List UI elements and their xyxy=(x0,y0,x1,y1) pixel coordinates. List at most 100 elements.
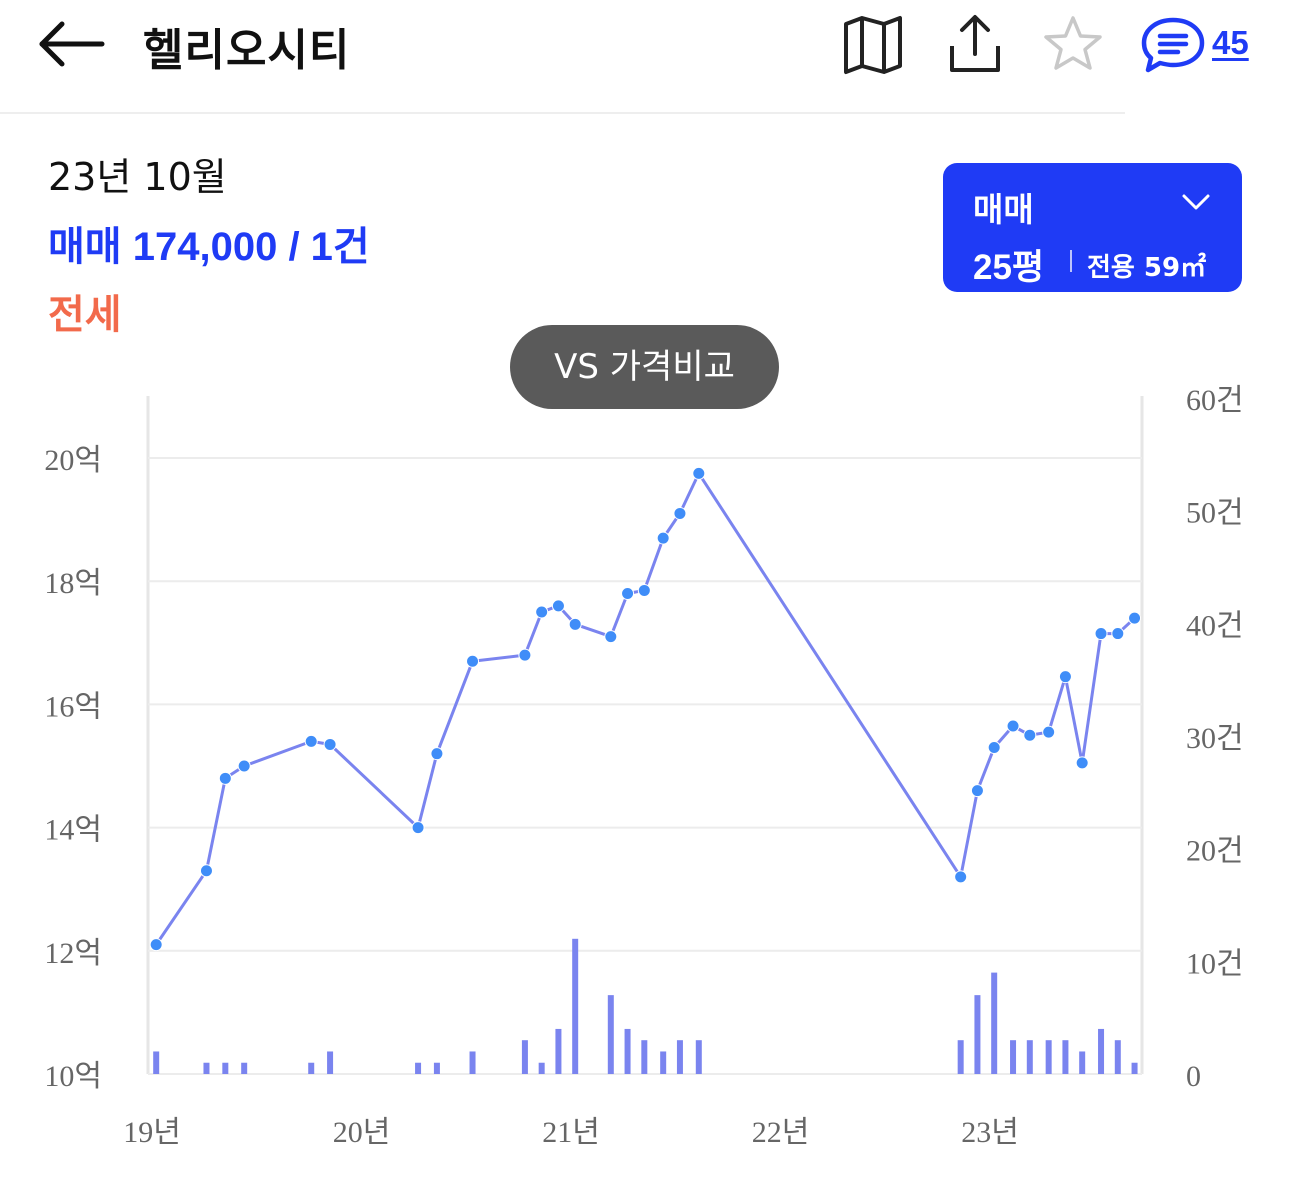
sale-label: 매매 xyxy=(48,225,122,269)
price-point xyxy=(954,870,968,884)
price-chart: 10억 12억 14억 16억 18억 20억 0 10건 20건 30건 40건 50건 60건 19년… xyxy=(44,384,1243,1149)
x-tick-label: 20년 xyxy=(333,1116,391,1149)
price-points xyxy=(149,466,1142,952)
volume-bar xyxy=(991,972,998,1074)
price-point xyxy=(199,864,213,878)
share-button[interactable] xyxy=(942,12,1008,78)
y-right-tick-label: 60건 xyxy=(1186,384,1244,417)
app-header: 헬리오시티 45 xyxy=(0,0,1290,114)
price-point xyxy=(237,759,251,773)
volume-bar xyxy=(308,1062,315,1074)
volume-bar xyxy=(538,1062,545,1074)
selected-month: 23년 10월 xyxy=(48,155,227,199)
price-point xyxy=(970,784,984,798)
volume-bar xyxy=(1026,1040,1033,1074)
favorite-button[interactable] xyxy=(1040,12,1106,78)
y-right-tick-label: 20건 xyxy=(1186,835,1244,868)
price-point xyxy=(430,747,444,761)
price-series-line xyxy=(154,471,1136,946)
price-point xyxy=(411,821,425,835)
sale-summary: 매매 174,000 / 1건 xyxy=(48,214,370,272)
volume-bar xyxy=(241,1062,248,1074)
volume-bar xyxy=(469,1051,476,1074)
price-point xyxy=(535,605,549,619)
y-right-tick-label: 30건 xyxy=(1186,722,1244,755)
price-point xyxy=(673,506,687,520)
back-button[interactable] xyxy=(36,18,108,70)
unit-type-dropdown[interactable]: 매매 25평 전용 59㎡ xyxy=(943,163,1242,292)
comments-button[interactable] xyxy=(1140,12,1206,78)
price-point xyxy=(604,630,618,644)
comment-count-link[interactable]: 45 xyxy=(1212,24,1249,61)
price-point xyxy=(323,737,337,751)
jeonse-label[interactable]: 전세 xyxy=(48,292,122,338)
volume-bar xyxy=(1131,1062,1138,1074)
y-left-tick-label: 14억 xyxy=(44,814,102,847)
map-button[interactable] xyxy=(840,12,906,78)
price-point xyxy=(1111,627,1125,641)
trade-type-label: 매매 xyxy=(973,190,1034,229)
price-point xyxy=(1042,725,1056,739)
y-left-tick-label: 16억 xyxy=(44,690,102,723)
volume-bar xyxy=(607,995,614,1074)
share-icon xyxy=(950,15,1000,72)
price-point xyxy=(692,466,706,480)
y-right-tick-label: 40건 xyxy=(1186,609,1244,642)
volume-bar xyxy=(957,1040,964,1074)
price-line xyxy=(154,471,1136,946)
price-point xyxy=(149,938,163,952)
y-left-tick-label: 20억 xyxy=(44,444,102,477)
x-tick-label: 23년 xyxy=(961,1116,1019,1149)
price-point xyxy=(1006,719,1020,733)
sale-value: 174,000 / 1건 xyxy=(132,225,370,269)
x-tick-label: 22년 xyxy=(752,1116,810,1149)
price-point xyxy=(1128,611,1142,625)
area-label: 전용 59㎡ xyxy=(1087,253,1207,283)
price-point xyxy=(218,771,232,785)
volume-bars xyxy=(153,938,1138,1074)
price-point xyxy=(987,741,1001,755)
price-point xyxy=(518,648,532,662)
price-point xyxy=(1058,670,1072,684)
grid-lines xyxy=(146,396,1144,1075)
price-point xyxy=(466,654,480,668)
volume-bar xyxy=(1114,1040,1121,1074)
volume-bar xyxy=(641,1040,648,1074)
volume-bar xyxy=(676,1040,683,1074)
price-point xyxy=(1094,627,1108,641)
volume-bar xyxy=(327,1051,334,1074)
price-compare-button[interactable]: VS 가격비교 xyxy=(510,325,779,409)
page-title: 헬리오시티 xyxy=(143,25,351,76)
x-tick-label: 19년 xyxy=(123,1116,181,1149)
axis-ticks: 10억 12억 14억 16억 18억 20억 0 10건 20건 30건 40건 50건 60건 19년… xyxy=(44,384,1243,1149)
volume-bar xyxy=(222,1062,229,1074)
y-right-tick-label: 50건 xyxy=(1186,497,1244,530)
volume-bar xyxy=(974,995,981,1074)
volume-bar xyxy=(624,1028,631,1074)
pyeong-label: 25평 xyxy=(973,248,1045,287)
volume-bar xyxy=(660,1051,667,1074)
price-point xyxy=(1075,756,1089,770)
volume-bar xyxy=(415,1062,422,1074)
volume-bar xyxy=(203,1062,210,1074)
volume-bar xyxy=(572,938,579,1074)
price-point xyxy=(551,599,565,613)
price-point xyxy=(656,531,670,545)
volume-bar xyxy=(1045,1040,1052,1074)
y-right-tick-label: 10건 xyxy=(1186,947,1244,980)
volume-bar xyxy=(555,1028,562,1074)
volume-bar xyxy=(1079,1051,1086,1074)
map-icon xyxy=(844,16,902,74)
y-left-tick-label: 10억 xyxy=(44,1060,102,1093)
dropdown-separator xyxy=(1070,250,1072,272)
volume-bar xyxy=(1010,1040,1017,1074)
volume-bar xyxy=(1098,1028,1105,1074)
volume-bar xyxy=(153,1051,160,1074)
volume-bar xyxy=(1062,1040,1069,1074)
chat-icon xyxy=(1141,17,1205,73)
y-left-tick-label: 18억 xyxy=(44,567,102,600)
price-point xyxy=(304,734,318,748)
y-right-tick-label: 0 xyxy=(1186,1060,1201,1093)
price-point xyxy=(621,587,635,601)
x-tick-label: 21년 xyxy=(542,1116,600,1149)
